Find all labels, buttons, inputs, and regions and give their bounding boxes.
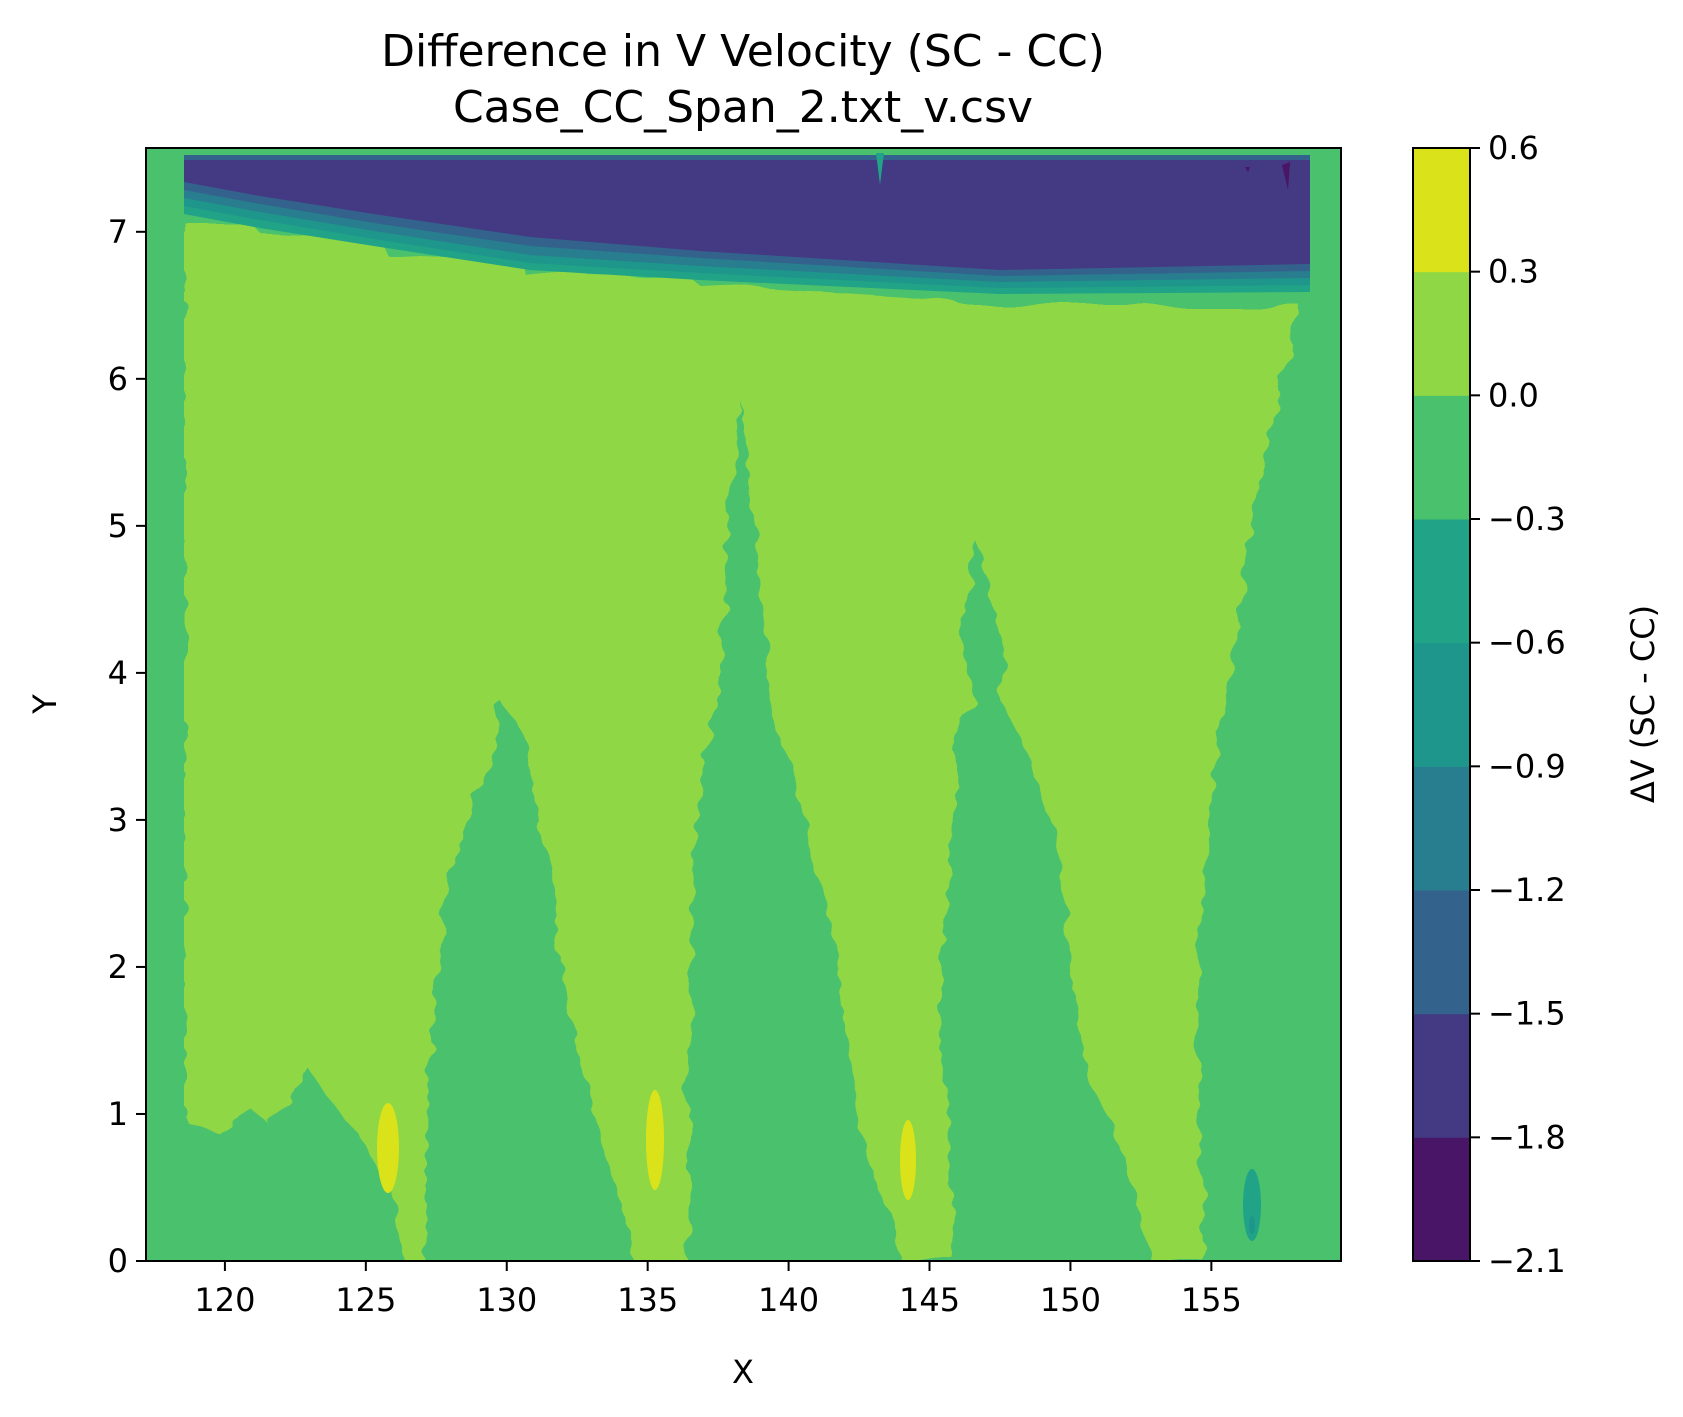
y-tick-label: 0 bbox=[108, 1242, 128, 1280]
plot-area bbox=[146, 148, 1341, 1261]
colorbar-segment bbox=[1413, 766, 1470, 891]
x-axis-label: X bbox=[732, 1353, 754, 1391]
colorbar-segment bbox=[1413, 642, 1470, 767]
colorbar-segment bbox=[1413, 1013, 1470, 1138]
contour-notch bbox=[876, 153, 884, 185]
contour-spot-yellow-2 bbox=[646, 1090, 664, 1190]
y-tick-label: 4 bbox=[108, 654, 128, 692]
contour-spot-yellow-3 bbox=[900, 1120, 916, 1200]
colorbar-tick-label: −0.9 bbox=[1488, 747, 1566, 785]
colorbar-segment bbox=[1413, 890, 1470, 1015]
colorbar-segment bbox=[1413, 1137, 1470, 1262]
contour-spot-yellow-1 bbox=[377, 1103, 399, 1193]
contour-spot-teal bbox=[1243, 1169, 1261, 1241]
colorbar-tick-label: −1.2 bbox=[1488, 871, 1566, 909]
colorbar-tick-label: −0.3 bbox=[1488, 500, 1566, 538]
colorbar bbox=[1412, 147, 1471, 1262]
y-tick-label: 1 bbox=[108, 1095, 128, 1133]
x-tick-label: 150 bbox=[1040, 1281, 1101, 1319]
colorbar-segment bbox=[1413, 271, 1470, 396]
x-axis: 120 125 130 135 140 145 150 155 bbox=[194, 1261, 1242, 1319]
colorbar-tick-label: −1.5 bbox=[1488, 995, 1566, 1033]
y-tick-label: 3 bbox=[108, 801, 128, 839]
colorbar-segment bbox=[1413, 519, 1470, 644]
x-tick-label: 155 bbox=[1181, 1281, 1242, 1319]
y-tick-label: 6 bbox=[108, 360, 128, 398]
x-tick-label: 120 bbox=[194, 1281, 255, 1319]
colorbar-segment bbox=[1413, 148, 1470, 273]
colorbar-tick-label: −0.6 bbox=[1488, 624, 1566, 662]
colorbar-label: ΔV (SC - CC) bbox=[1624, 605, 1662, 803]
colorbar-frame bbox=[1412, 147, 1471, 1262]
contour-spot-teal-core bbox=[1249, 1216, 1255, 1234]
colorbar-tick-label: 0.0 bbox=[1488, 376, 1539, 414]
x-tick-label: 130 bbox=[476, 1281, 537, 1319]
y-axis: 0 1 2 3 4 5 6 7 bbox=[108, 213, 146, 1280]
colorbar-tick-label: −2.1 bbox=[1488, 1242, 1566, 1280]
x-tick-label: 140 bbox=[758, 1281, 819, 1319]
y-tick-label: 5 bbox=[108, 507, 128, 545]
y-tick-label: 2 bbox=[108, 948, 128, 986]
contour-top-band-5 bbox=[184, 160, 1310, 270]
y-axis-label: Y bbox=[26, 694, 64, 715]
contour-purple-spots bbox=[1245, 162, 1290, 190]
y-tick-label: 7 bbox=[108, 213, 128, 251]
x-tick-label: 145 bbox=[899, 1281, 960, 1319]
colorbar-tick-label: −1.8 bbox=[1488, 1118, 1566, 1156]
chart-title: Difference in V Velocity (SC - CC) bbox=[381, 26, 1105, 77]
x-tick-label: 125 bbox=[335, 1281, 396, 1319]
colorbar-ticks: −2.1 −1.8 −1.5 −1.2 −0.9 −0.6 −0.3 0.0 0.3 0.6 bbox=[1470, 129, 1566, 1280]
plot-frame bbox=[145, 147, 1342, 1262]
chart-subtitle: Case_CC_Span_2.txt_v.csv bbox=[453, 82, 1033, 133]
colorbar-segment bbox=[1413, 395, 1470, 520]
x-tick-label: 135 bbox=[617, 1281, 678, 1319]
colorbar-tick-label: 0.6 bbox=[1488, 129, 1539, 167]
colorbar-tick-label: 0.3 bbox=[1488, 253, 1539, 291]
contour-main-field bbox=[184, 222, 1300, 1261]
